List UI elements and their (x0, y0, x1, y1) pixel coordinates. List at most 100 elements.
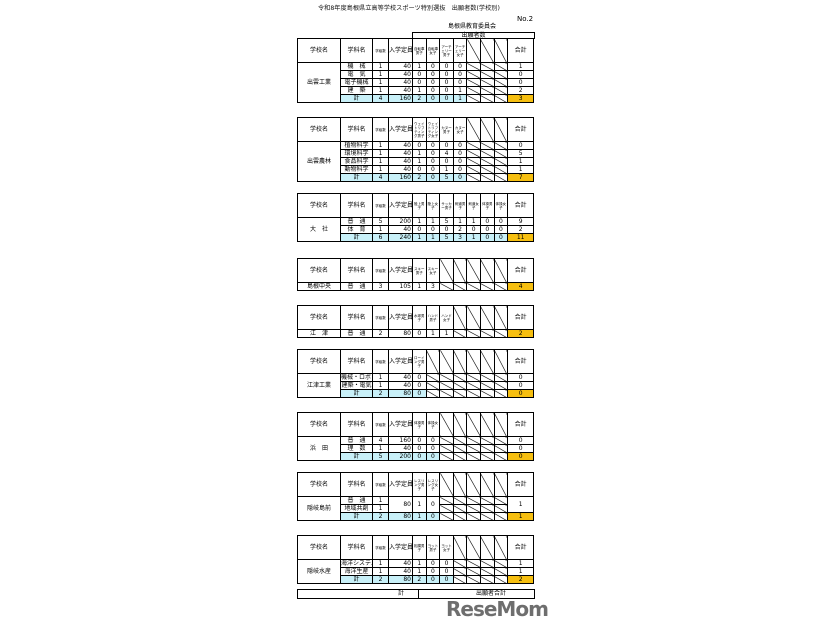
applicant-count: 0 (412, 141, 427, 150)
applicant-count: 1 (412, 157, 427, 166)
school-header: 学校名 (297, 412, 341, 437)
dept-name: 機 械 (340, 62, 373, 71)
blank-cell (479, 94, 495, 103)
blank-cell (466, 329, 481, 338)
blank-header (452, 472, 468, 497)
applicant-count: 0 (412, 373, 427, 382)
blank-cell (466, 381, 481, 390)
grand-total: 7 (507, 173, 535, 182)
applicant-count: 0 (439, 567, 454, 576)
capacity-header: 入学定員 (388, 305, 413, 330)
row-total: 0 (507, 444, 535, 453)
blank-cell (493, 78, 509, 87)
dept-header: 学科名 (340, 117, 373, 142)
applicant-count: 1 (452, 86, 468, 95)
applicant-count: 0 (493, 217, 509, 226)
row-total: 0 (507, 70, 535, 79)
sum-count: 0 (439, 575, 454, 584)
applicant-count: 0 (439, 559, 454, 568)
blank-cell (466, 444, 481, 453)
total-header: 合計 (507, 412, 535, 437)
total-header: 合計 (507, 193, 535, 218)
sport-header: 剣道男子 (452, 193, 468, 218)
sum-count: 0 (493, 233, 509, 242)
sum-label: 計 (340, 575, 373, 584)
blank-cell (479, 282, 495, 291)
applicant-count: 0 (479, 225, 495, 234)
applicant-count: 0 (425, 444, 441, 453)
blank-cell (466, 436, 481, 445)
classes-header: 学級数 (372, 349, 389, 374)
blank-header (493, 258, 509, 283)
blank-cell (439, 373, 454, 382)
capacity: 40 (388, 381, 413, 390)
blank-cell (466, 452, 481, 461)
table-row: 隠岐島前普 通 1 80 1 0 1 (297, 496, 535, 521)
applicant-count: 0 (479, 217, 495, 226)
grand-total-row: 計 出願者合計 (297, 589, 535, 599)
class-count: 1 (372, 496, 389, 505)
sport-header: ハンド男子 (425, 305, 441, 330)
school-name: 出雲農林 (297, 141, 341, 182)
blank-cell (466, 373, 481, 382)
sum-capacity: 80 (388, 389, 413, 398)
header-row: 学校名 学科名 学級数 入学定員 体操男子 体操女子 合計 (297, 412, 535, 437)
blank-header (466, 412, 481, 437)
blank-header (439, 349, 454, 374)
school-table: 学校名 学科名 学級数 入学定員 スキー男子 スキー女子 合計 島根中央普 通 3 105 1 3 4 (297, 258, 535, 291)
dept-name: 植物科学 (340, 141, 373, 150)
blank-header (479, 472, 495, 497)
grand-total: 1 (507, 512, 535, 521)
class-count: 1 (372, 504, 389, 513)
class-count: 1 (372, 444, 389, 453)
dept-name: 食品科学 (340, 157, 373, 166)
school-header: 学校名 (297, 305, 341, 330)
blank-cell (493, 389, 509, 398)
applicant-count: 0 (452, 141, 468, 150)
class-count: 1 (372, 373, 389, 382)
grand-total: 0 (507, 389, 535, 398)
blank-cell (466, 389, 481, 398)
sport-header: サッカー男子 (439, 193, 454, 218)
sum-capacity: 80 (388, 575, 413, 584)
applicant-count: 3 (425, 282, 441, 291)
blank-header (439, 472, 454, 497)
class-count: 4 (372, 436, 389, 445)
sum-row: 計 2 80 2 0 0 2 (298, 575, 535, 584)
table-row: 隠岐水産海洋システム1401001 (297, 559, 535, 584)
blank-cell (479, 149, 495, 158)
school-table: 学校名 学科名 学級数 入学定員 レスリング男子 レスリング女子 合計 隠岐島前普 通 1 80 1… (297, 472, 535, 521)
dept-name: 動物科学 (340, 165, 373, 174)
grand-total: 11 (507, 233, 535, 242)
capacity-header: 入学定員 (388, 349, 413, 374)
applicant-count: 0 (493, 225, 509, 234)
applicant-count: 0 (439, 141, 454, 150)
sum-count: 5 (439, 233, 454, 242)
applicant-count: 1 (412, 567, 427, 576)
applicant-count: 0 (452, 157, 468, 166)
blank-cell (439, 436, 454, 445)
capacity: 40 (388, 559, 413, 568)
sum-count: 1 (412, 233, 427, 242)
dept-name: 普 通 (340, 436, 373, 445)
applicant-count: 0 (425, 225, 441, 234)
sport-header: ローイング男子 (412, 349, 427, 374)
blank-cell (452, 575, 468, 584)
sport-header: 自転車女子 (425, 38, 441, 63)
school-name: 島根中央 (297, 282, 341, 291)
blank-header (493, 349, 509, 374)
blank-cell (493, 559, 509, 568)
classes-header: 学級数 (372, 305, 389, 330)
organization: 島根県教育委員会 (448, 23, 497, 30)
row-total: 1 (507, 559, 535, 568)
blank-cell (466, 78, 481, 87)
classes-header: 学級数 (372, 38, 389, 63)
blank-cell (493, 567, 509, 576)
class-count: 1 (372, 78, 389, 87)
row-total: 2 (507, 329, 535, 338)
blank-cell (439, 444, 454, 453)
blank-cell (425, 389, 441, 398)
blank-cell (493, 512, 509, 521)
blank-cell (493, 575, 509, 584)
sum-label: 計 (340, 233, 373, 242)
